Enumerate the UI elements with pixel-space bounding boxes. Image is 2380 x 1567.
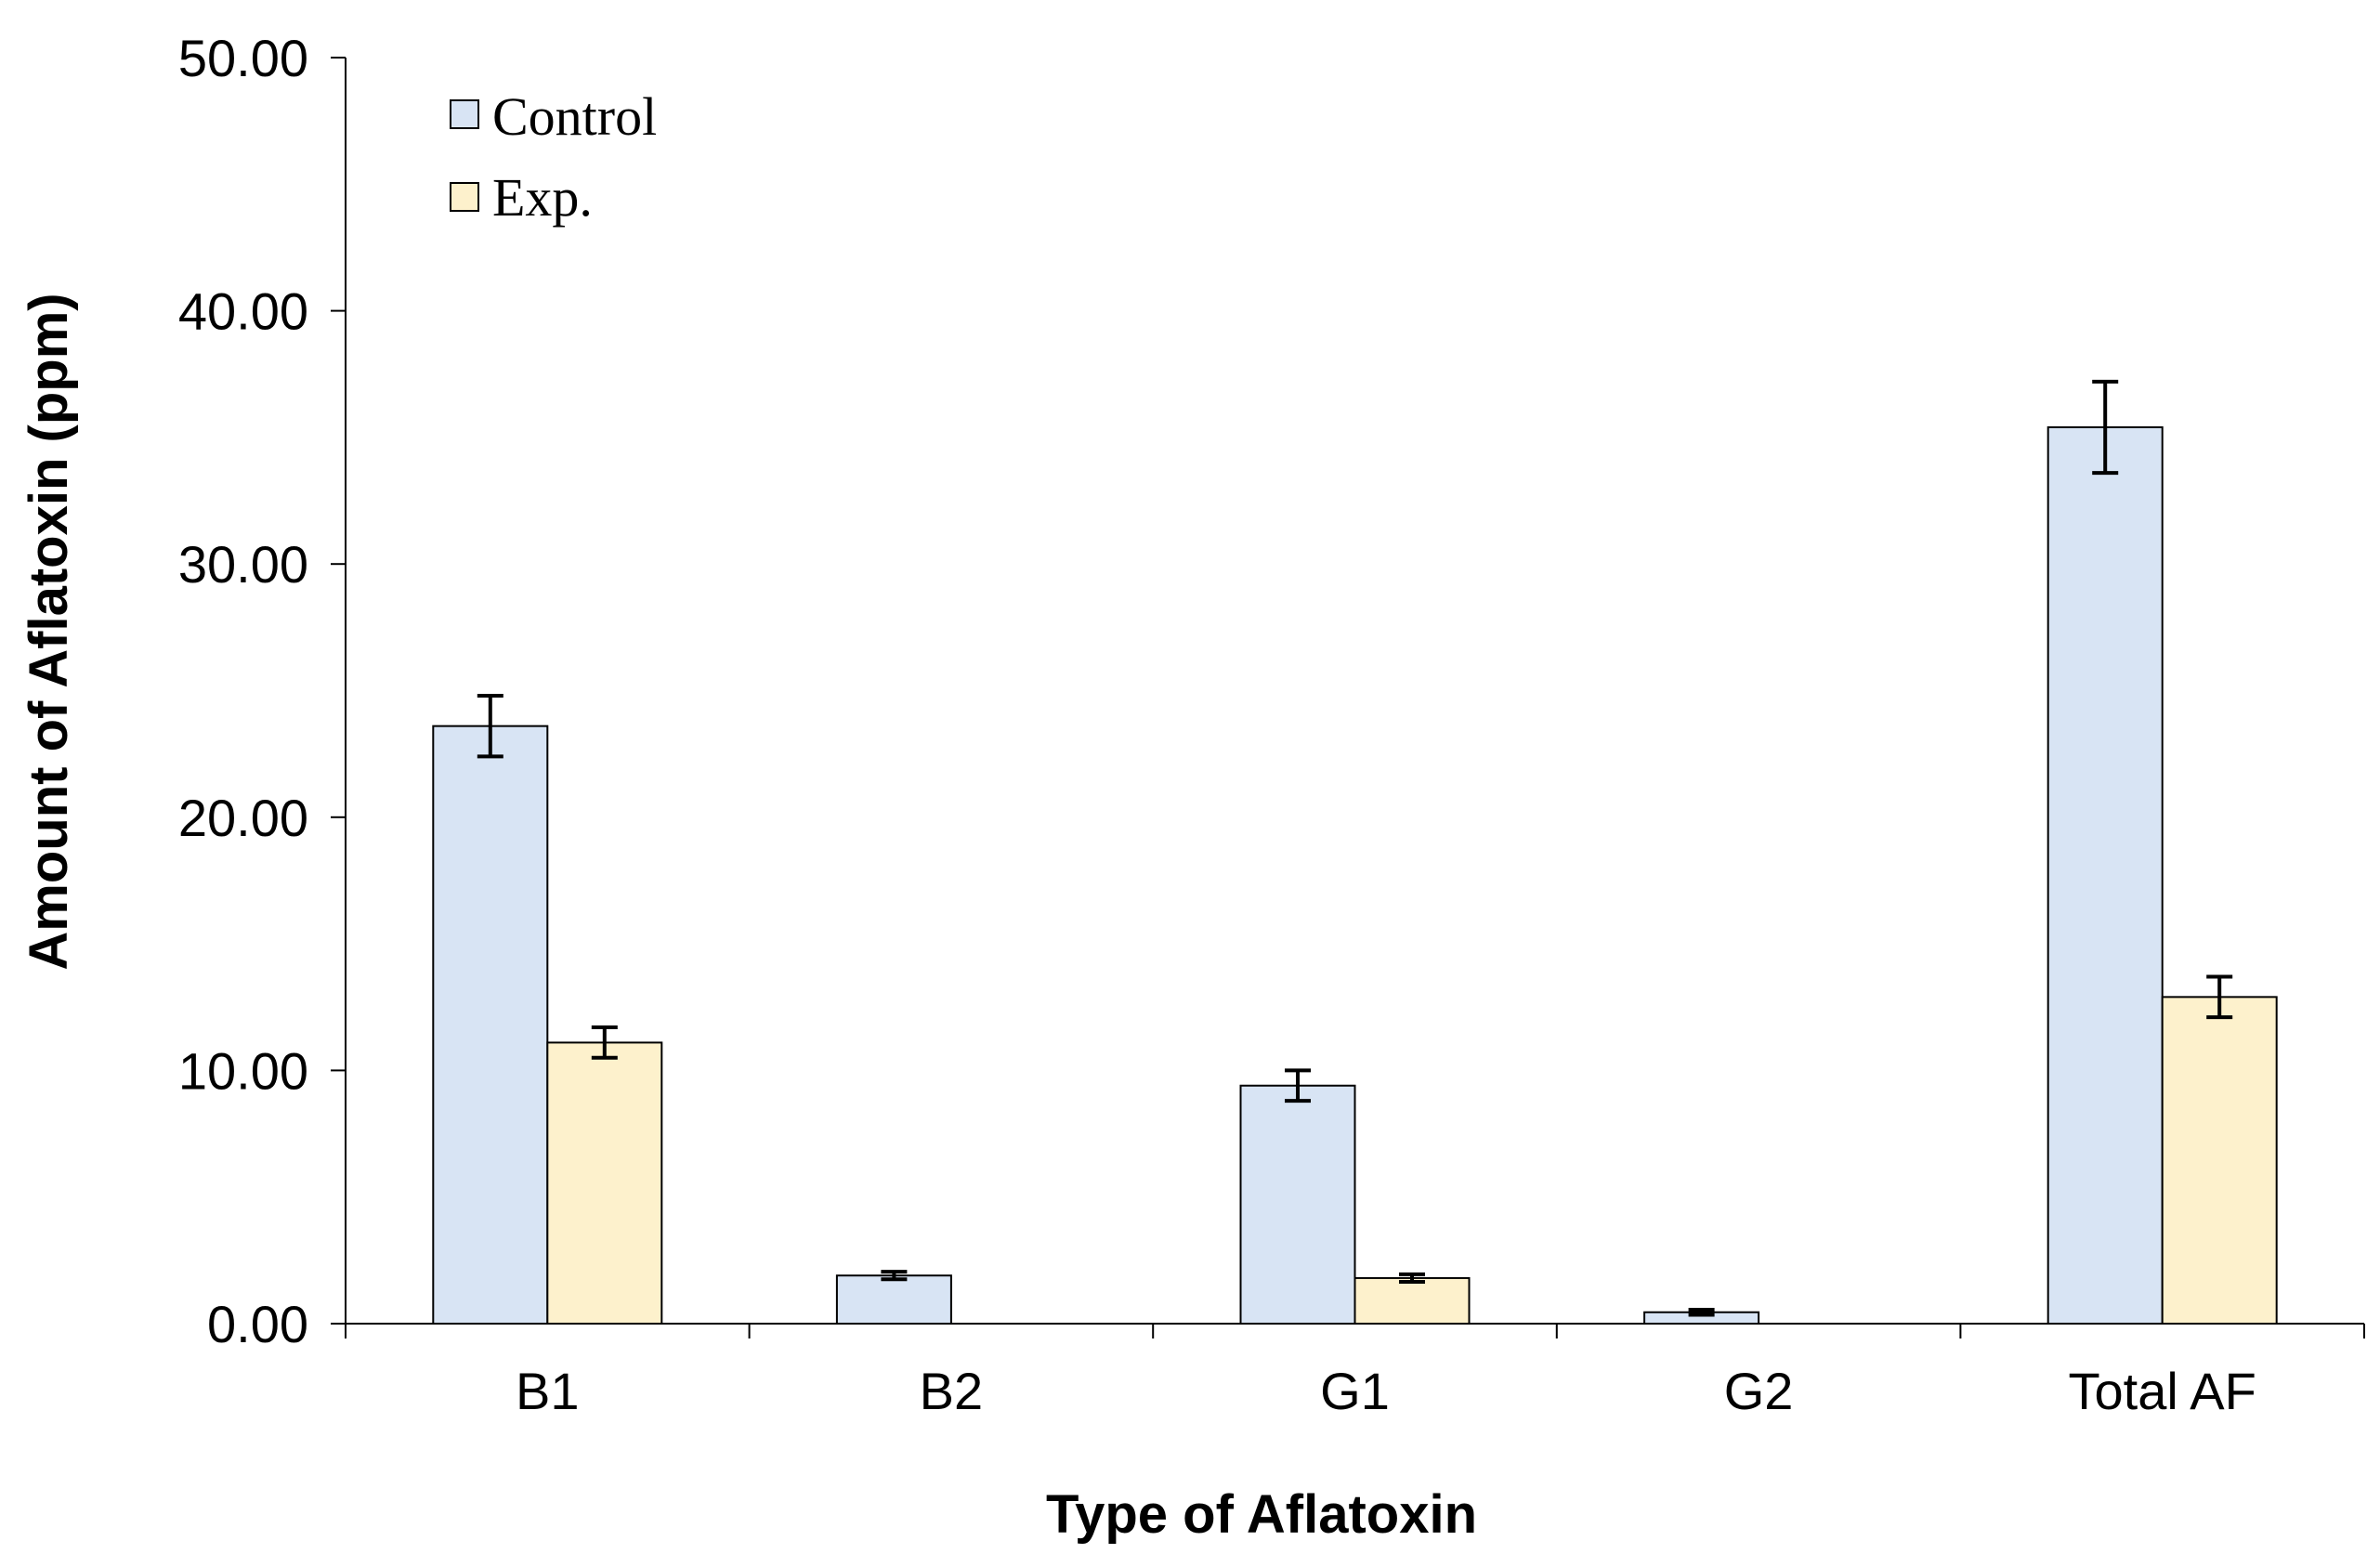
legend-swatch-control bbox=[450, 99, 479, 129]
error-bar bbox=[1285, 1068, 1311, 1103]
x-tick-label: Total AF bbox=[2069, 1362, 2256, 1420]
error-bar bbox=[591, 1025, 618, 1060]
error-bar bbox=[881, 1270, 908, 1282]
bar-control-b1 bbox=[432, 725, 549, 1325]
error-bar bbox=[2092, 379, 2119, 476]
y-axis-title: Amount of Aflatoxin (ppm) bbox=[19, 293, 79, 970]
x-tick-label: B2 bbox=[920, 1362, 984, 1420]
bar-exp-b1 bbox=[546, 1041, 663, 1325]
ticks-layer: 0.00 10.00 20.00 30.00 40.00 50.00 B1 B2 G1 G2 Tot… bbox=[178, 29, 2365, 1420]
error-bar bbox=[2206, 974, 2233, 1020]
bars-layer bbox=[432, 379, 2278, 1325]
bar-control-b2 bbox=[835, 1274, 952, 1325]
bar-exp-total-af bbox=[2161, 996, 2278, 1325]
y-tick-label: 20.00 bbox=[178, 789, 308, 847]
legend-swatch-exp bbox=[450, 182, 479, 212]
x-tick-label: G1 bbox=[1320, 1362, 1390, 1420]
x-tick-label: G2 bbox=[1724, 1362, 1794, 1420]
error-bar bbox=[1688, 1308, 1715, 1317]
y-tick-label: 30.00 bbox=[178, 535, 308, 594]
y-tick-label: 10.00 bbox=[178, 1041, 308, 1100]
y-tick-label: 0.00 bbox=[207, 1295, 308, 1353]
legend: Control Exp. bbox=[450, 86, 657, 228]
error-bar bbox=[1399, 1272, 1425, 1285]
x-axis-title: Type of Aflatoxin bbox=[1046, 1484, 1477, 1545]
y-tick-label: 50.00 bbox=[178, 29, 308, 87]
y-tick-label: 40.00 bbox=[178, 282, 308, 341]
x-tick-label: B1 bbox=[516, 1362, 580, 1420]
bar-control-total-af bbox=[2047, 425, 2164, 1325]
axes-layer bbox=[345, 58, 2364, 1325]
bar-control-g1 bbox=[1239, 1084, 1356, 1325]
bar-exp-g1 bbox=[1353, 1276, 1471, 1325]
error-bar bbox=[477, 693, 503, 759]
legend-label-exp: Exp. bbox=[492, 167, 593, 228]
legend-label-control: Control bbox=[492, 86, 657, 147]
